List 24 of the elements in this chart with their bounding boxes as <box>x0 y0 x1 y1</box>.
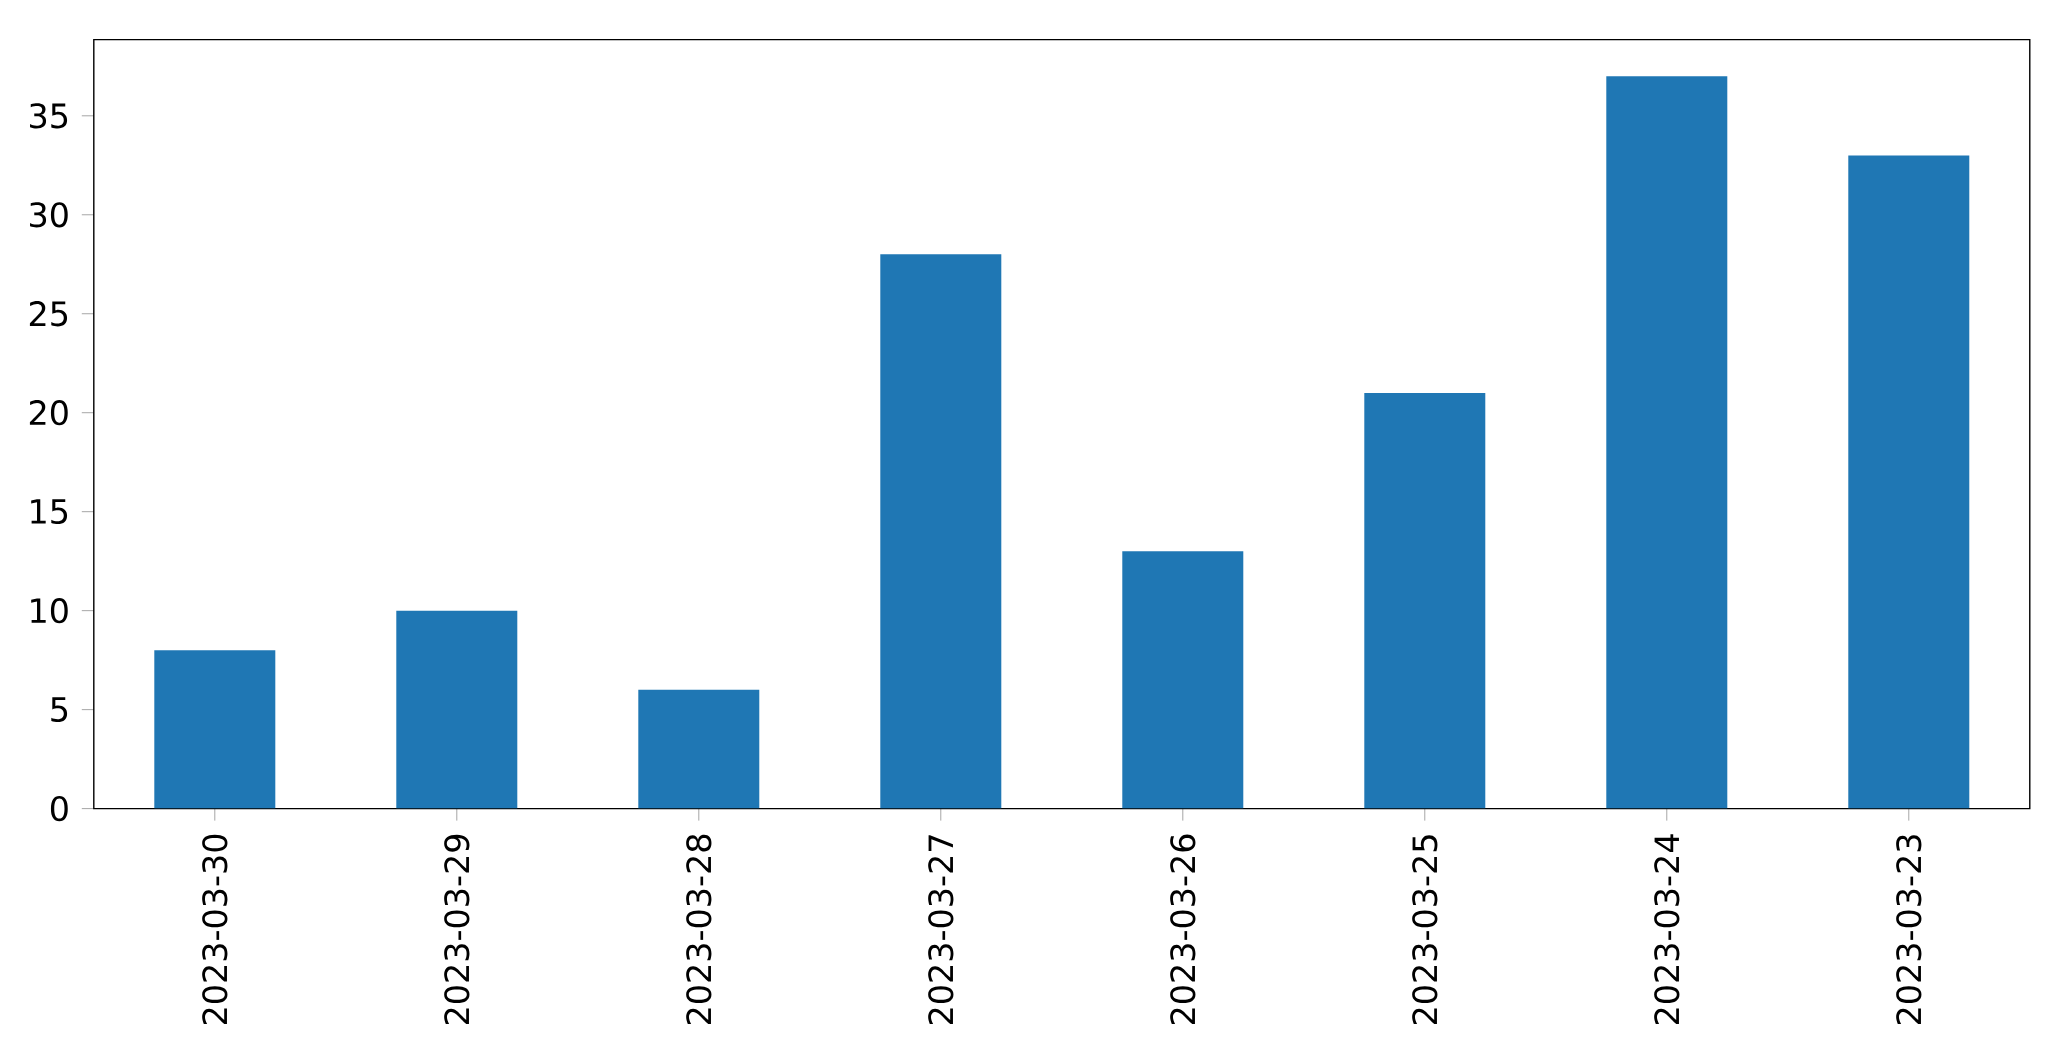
x-tick-label: 2023-03-24 <box>1654 834 1680 1025</box>
y-tick-label: 0 <box>50 795 68 822</box>
bar <box>638 689 760 809</box>
x-tick-label: 2023-03-23 <box>1896 835 1922 1025</box>
x-tick-label: 2023-03-29 <box>444 834 470 1025</box>
y-tick-label: 35 <box>30 103 68 129</box>
bar <box>1606 76 1728 809</box>
y-tick-label: 15 <box>31 499 68 525</box>
bar <box>154 650 276 809</box>
y-tick-label: 25 <box>29 301 68 327</box>
bar <box>1122 551 1244 809</box>
bar <box>1848 155 1970 809</box>
y-tick-label: 30 <box>30 202 68 228</box>
x-tick-label: 2023-03-27 <box>928 835 954 1025</box>
y-tick-label: 10 <box>31 598 68 624</box>
y-tick-label: 20 <box>29 400 68 426</box>
bar <box>1364 392 1486 809</box>
bar <box>880 254 1002 809</box>
x-tick-label: 2023-03-30 <box>202 834 228 1025</box>
y-tick-label: 5 <box>51 697 68 723</box>
bar <box>396 610 518 809</box>
x-tick-label: 2023-03-25 <box>1412 835 1438 1025</box>
x-tick-label: 2023-03-26 <box>1170 834 1196 1025</box>
x-tick-label: 2023-03-28 <box>686 834 712 1025</box>
